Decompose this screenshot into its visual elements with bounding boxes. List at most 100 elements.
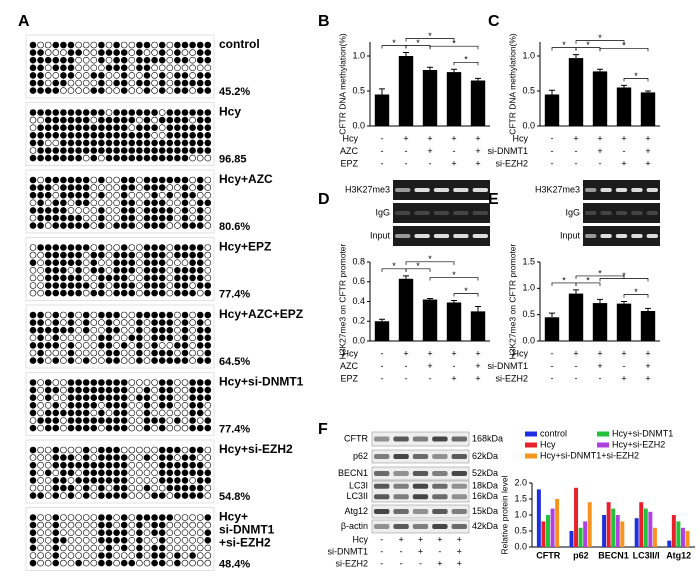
cpg-site xyxy=(158,214,166,222)
cpg-site xyxy=(196,191,204,199)
cpg-site xyxy=(151,244,158,251)
cpg-site xyxy=(196,41,204,49)
cpg-site xyxy=(174,461,181,469)
condition-name: si-DNMT1 xyxy=(488,146,529,156)
cpg-site xyxy=(52,521,60,529)
y-tick-label: 1.5 xyxy=(514,493,527,503)
cpg-site xyxy=(174,222,181,229)
cpg-site xyxy=(98,424,105,432)
cpg-site xyxy=(60,477,67,484)
cpg-site xyxy=(44,154,52,162)
cpg-site xyxy=(67,409,75,417)
cpg-site xyxy=(105,409,113,417)
cpg-site xyxy=(113,536,120,544)
cpg-site xyxy=(82,379,90,386)
x-tick-label: CFTR xyxy=(536,550,560,560)
cpg-site xyxy=(120,184,128,191)
cpg-site xyxy=(98,124,105,131)
cpg-site xyxy=(136,349,143,357)
error-bar xyxy=(573,54,579,59)
significance-label: * xyxy=(452,39,456,49)
cpg-site xyxy=(44,409,52,417)
condition-sign: - xyxy=(381,133,384,143)
sample-label: Hcy+ xyxy=(219,510,248,524)
cpg-site xyxy=(113,154,120,162)
cpg-site xyxy=(151,176,158,184)
cpg-site xyxy=(151,552,158,559)
bar xyxy=(446,72,462,126)
cpg-site xyxy=(60,424,67,432)
bar xyxy=(592,71,608,126)
cpg-site xyxy=(90,154,98,162)
cpg-site xyxy=(174,319,181,326)
cpg-site xyxy=(105,401,113,409)
cpg-site xyxy=(75,349,82,357)
cpg-site xyxy=(204,409,212,417)
cpg-site xyxy=(158,424,166,432)
cpg-site xyxy=(75,394,82,402)
cpg-site xyxy=(37,72,44,79)
cpg-site xyxy=(151,536,158,544)
bar xyxy=(574,487,579,547)
cpg-site xyxy=(105,176,113,184)
blot-band xyxy=(393,524,409,529)
cpg-site xyxy=(52,349,60,357)
cpg-site xyxy=(90,417,98,424)
cpg-site xyxy=(181,492,189,499)
cpg-site xyxy=(29,199,37,207)
cpg-site xyxy=(52,87,60,94)
cpg-site xyxy=(120,266,128,274)
cpg-site xyxy=(67,139,75,147)
cpg-site xyxy=(105,199,113,207)
cpg-site xyxy=(166,132,174,139)
cpg-site xyxy=(189,417,196,424)
cpg-site xyxy=(60,461,67,469)
methylation-grid xyxy=(29,379,212,432)
cpg-site xyxy=(60,191,67,199)
cpg-site xyxy=(105,191,113,199)
cpg-site xyxy=(75,319,82,326)
cpg-site xyxy=(113,394,120,402)
cpg-site xyxy=(196,251,204,259)
cpg-site xyxy=(166,109,174,116)
bar xyxy=(546,515,550,547)
cpg-site xyxy=(113,266,120,274)
cpg-site xyxy=(158,116,166,124)
cpg-site xyxy=(181,386,189,394)
cpg-site xyxy=(120,49,128,56)
legend-label: Hcy+si-DNMT1 xyxy=(612,428,673,438)
cpg-site xyxy=(204,251,212,259)
condition-sign: - xyxy=(400,558,403,568)
condition-sign: + xyxy=(645,361,650,371)
cpg-site xyxy=(151,544,158,552)
sample-label: Hcy xyxy=(219,105,241,119)
cpg-site xyxy=(67,342,75,349)
cpg-site xyxy=(52,147,60,154)
methylation-percent: 45.2% xyxy=(219,86,250,98)
cpg-site xyxy=(174,132,181,139)
cpg-site xyxy=(181,72,189,79)
cpg-site xyxy=(29,446,37,454)
cpg-site xyxy=(143,72,151,79)
error-bar xyxy=(645,90,651,93)
gel-band xyxy=(472,188,488,192)
cpg-site xyxy=(158,259,166,267)
cpg-site xyxy=(44,222,52,229)
cpg-site xyxy=(128,222,136,229)
cpg-site xyxy=(204,514,212,521)
blot-band xyxy=(374,471,390,476)
cpg-site xyxy=(181,184,189,191)
cpg-site xyxy=(37,41,44,49)
methylation-grid xyxy=(29,176,212,229)
cpg-site xyxy=(181,222,189,229)
cpg-site xyxy=(151,342,158,349)
bar xyxy=(583,521,588,547)
cpg-site xyxy=(29,139,37,147)
cpg-site xyxy=(37,49,44,56)
cpg-site xyxy=(98,409,105,417)
cpg-site xyxy=(44,244,52,251)
bar xyxy=(569,531,574,547)
cpg-site xyxy=(113,116,120,124)
cpg-site xyxy=(44,176,52,184)
cpg-site xyxy=(158,477,166,484)
